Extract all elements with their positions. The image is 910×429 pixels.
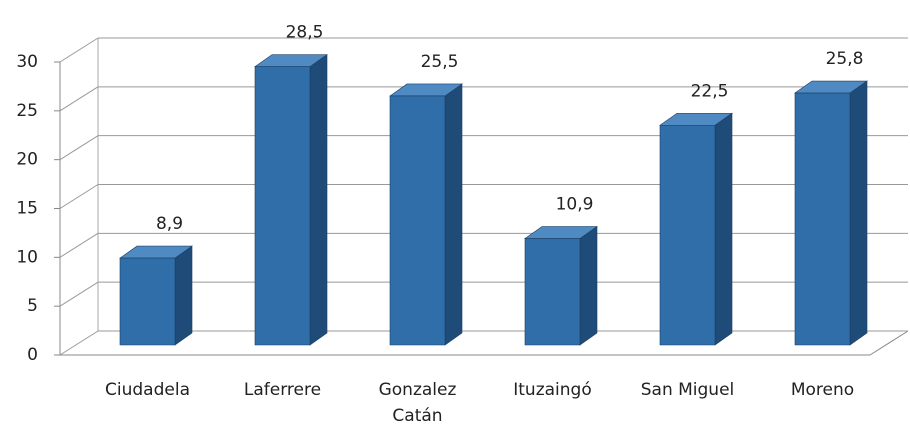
grid-line xyxy=(59,86,99,112)
bar xyxy=(794,80,868,346)
bar-front xyxy=(389,95,446,346)
x-tick-label: Ituzaingó xyxy=(513,380,592,400)
bar-front xyxy=(794,92,851,346)
y-tick-label: 25 xyxy=(16,101,38,121)
grid-line xyxy=(59,281,99,307)
bar-side xyxy=(444,83,463,346)
grid-line xyxy=(59,232,99,258)
bar-side xyxy=(714,112,733,346)
bar xyxy=(389,83,463,346)
data-label: 22,5 xyxy=(691,81,729,101)
data-label: 25,5 xyxy=(421,52,459,72)
bar xyxy=(119,245,193,346)
data-label: 25,8 xyxy=(826,49,864,69)
x-tick-label: San Miguel xyxy=(640,380,735,400)
y-tick-label: 20 xyxy=(16,150,38,170)
bar-side xyxy=(309,54,328,346)
bar xyxy=(659,112,733,346)
bar-side xyxy=(849,80,868,346)
bar-front xyxy=(254,66,311,346)
bar-front xyxy=(524,238,581,346)
bar-side xyxy=(579,225,598,346)
grid-line xyxy=(59,330,99,356)
bar xyxy=(524,225,598,346)
y-tick-label: 10 xyxy=(16,247,38,267)
bar xyxy=(254,54,328,346)
y-tick-label: 15 xyxy=(16,199,38,219)
x-tick-label: Ciudadela xyxy=(105,380,190,400)
grid-line xyxy=(59,184,99,209)
grid-line xyxy=(59,135,99,161)
bar-front xyxy=(659,124,716,346)
y-tick-label: 0 xyxy=(27,345,38,365)
grid-line xyxy=(59,37,99,63)
bar-side xyxy=(174,245,193,346)
axis-line xyxy=(869,330,909,356)
y-tick-label: 30 xyxy=(16,52,38,72)
data-label: 28,5 xyxy=(286,23,324,43)
x-tick-label: Laferrere xyxy=(243,380,322,400)
y-tick-label: 5 xyxy=(27,296,38,316)
data-label: 8,9 xyxy=(156,214,183,234)
data-label: 10,9 xyxy=(556,195,594,215)
bar-front xyxy=(119,257,176,346)
x-tick-label: Moreno xyxy=(790,380,855,400)
x-tick-label: Gonzalez Catán xyxy=(378,380,457,426)
